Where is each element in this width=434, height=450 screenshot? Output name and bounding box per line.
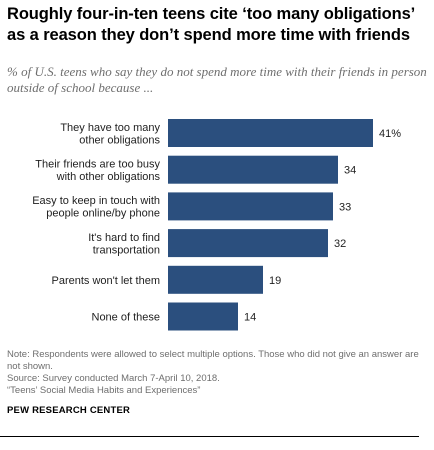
- category-label: None of these: [92, 312, 161, 324]
- report-title: “Teens’ Social Media Habits and Experien…: [7, 385, 201, 396]
- category-label: Parents won't let them: [52, 275, 161, 287]
- bar: [168, 192, 333, 221]
- category-label: They have too many other obligations: [60, 122, 160, 147]
- bar: [168, 265, 263, 294]
- category-label: It's hard to find transportation: [88, 232, 160, 257]
- bar: [168, 155, 338, 184]
- category-label: Easy to keep in touch with people online/…: [32, 195, 160, 220]
- note-text: Note: Respondents were allowed to select…: [7, 349, 419, 372]
- bar-value-label: 32: [334, 238, 346, 250]
- chart-title: Roughly four-in-ten teens cite ‘too many…: [7, 5, 415, 44]
- bar: [168, 229, 328, 258]
- footnotes: Note: Respondents were allowed to select…: [7, 349, 427, 397]
- chart-subtitle: % of U.S. teens who say they do not spen…: [7, 64, 427, 95]
- bar-value-label: 41%: [379, 128, 401, 140]
- bar-value-label: 19: [269, 275, 281, 287]
- source-text: Source: Survey conducted March 7-April 1…: [7, 373, 220, 384]
- bar-value-label: 14: [244, 312, 256, 324]
- category-label: Their friends are too busy with other obl…: [35, 158, 160, 183]
- bar-chart: 41% They have too many other obligations 34…: [32, 119, 401, 331]
- bar: [168, 119, 373, 147]
- bottom-divider: [0, 436, 419, 437]
- bar: [168, 302, 238, 331]
- bar-value-label: 33: [339, 201, 351, 213]
- organization-label: PEW RESEARCH CENTER: [7, 405, 131, 416]
- bar-value-label: 34: [344, 165, 356, 177]
